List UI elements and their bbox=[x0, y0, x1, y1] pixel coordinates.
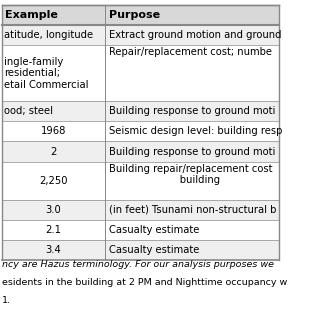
Bar bbox=[2, 240, 279, 260]
Text: 2: 2 bbox=[50, 147, 56, 156]
Text: Extract ground motion and ground: Extract ground motion and ground bbox=[109, 30, 281, 40]
Text: (in feet) Tsunami non-structural b: (in feet) Tsunami non-structural b bbox=[109, 205, 276, 215]
Bar bbox=[2, 25, 279, 45]
Text: Casualty estimate: Casualty estimate bbox=[109, 225, 199, 235]
Text: ncy are Hazus terminology. For our analysis purposes we: ncy are Hazus terminology. For our analy… bbox=[2, 260, 274, 269]
Text: 2,250: 2,250 bbox=[39, 176, 68, 186]
Bar bbox=[2, 5, 279, 25]
Text: Building repair/replacement cost
      building: Building repair/replacement cost buildin… bbox=[109, 164, 272, 185]
Text: esidents in the building at 2 PM and Nighttime occupancy w: esidents in the building at 2 PM and Nig… bbox=[2, 278, 287, 287]
Text: 2.1: 2.1 bbox=[45, 225, 61, 235]
Text: ood; steel: ood; steel bbox=[4, 106, 53, 116]
Text: 1968: 1968 bbox=[40, 126, 66, 136]
Text: Building response to ground moti: Building response to ground moti bbox=[109, 147, 275, 156]
Text: 3.0: 3.0 bbox=[45, 205, 61, 215]
Bar bbox=[2, 101, 279, 121]
Text: Repair/replacement cost; numbe: Repair/replacement cost; numbe bbox=[109, 47, 272, 57]
Text: atitude, longitude: atitude, longitude bbox=[4, 30, 93, 40]
Text: Seismic design level: building resp: Seismic design level: building resp bbox=[109, 126, 282, 136]
Text: ingle-family
residential;
etail Commercial: ingle-family residential; etail Commerci… bbox=[4, 57, 89, 90]
Bar bbox=[2, 141, 279, 162]
Bar bbox=[2, 200, 279, 220]
Bar bbox=[2, 45, 279, 101]
Bar bbox=[2, 121, 279, 141]
Bar bbox=[2, 220, 279, 240]
Text: 1.: 1. bbox=[2, 296, 11, 305]
Text: Building response to ground moti: Building response to ground moti bbox=[109, 106, 275, 116]
Bar bbox=[2, 162, 279, 200]
Text: 3.4: 3.4 bbox=[45, 245, 61, 255]
Text: Purpose: Purpose bbox=[109, 10, 160, 20]
Text: Example: Example bbox=[5, 10, 58, 20]
Text: Casualty estimate: Casualty estimate bbox=[109, 245, 199, 255]
